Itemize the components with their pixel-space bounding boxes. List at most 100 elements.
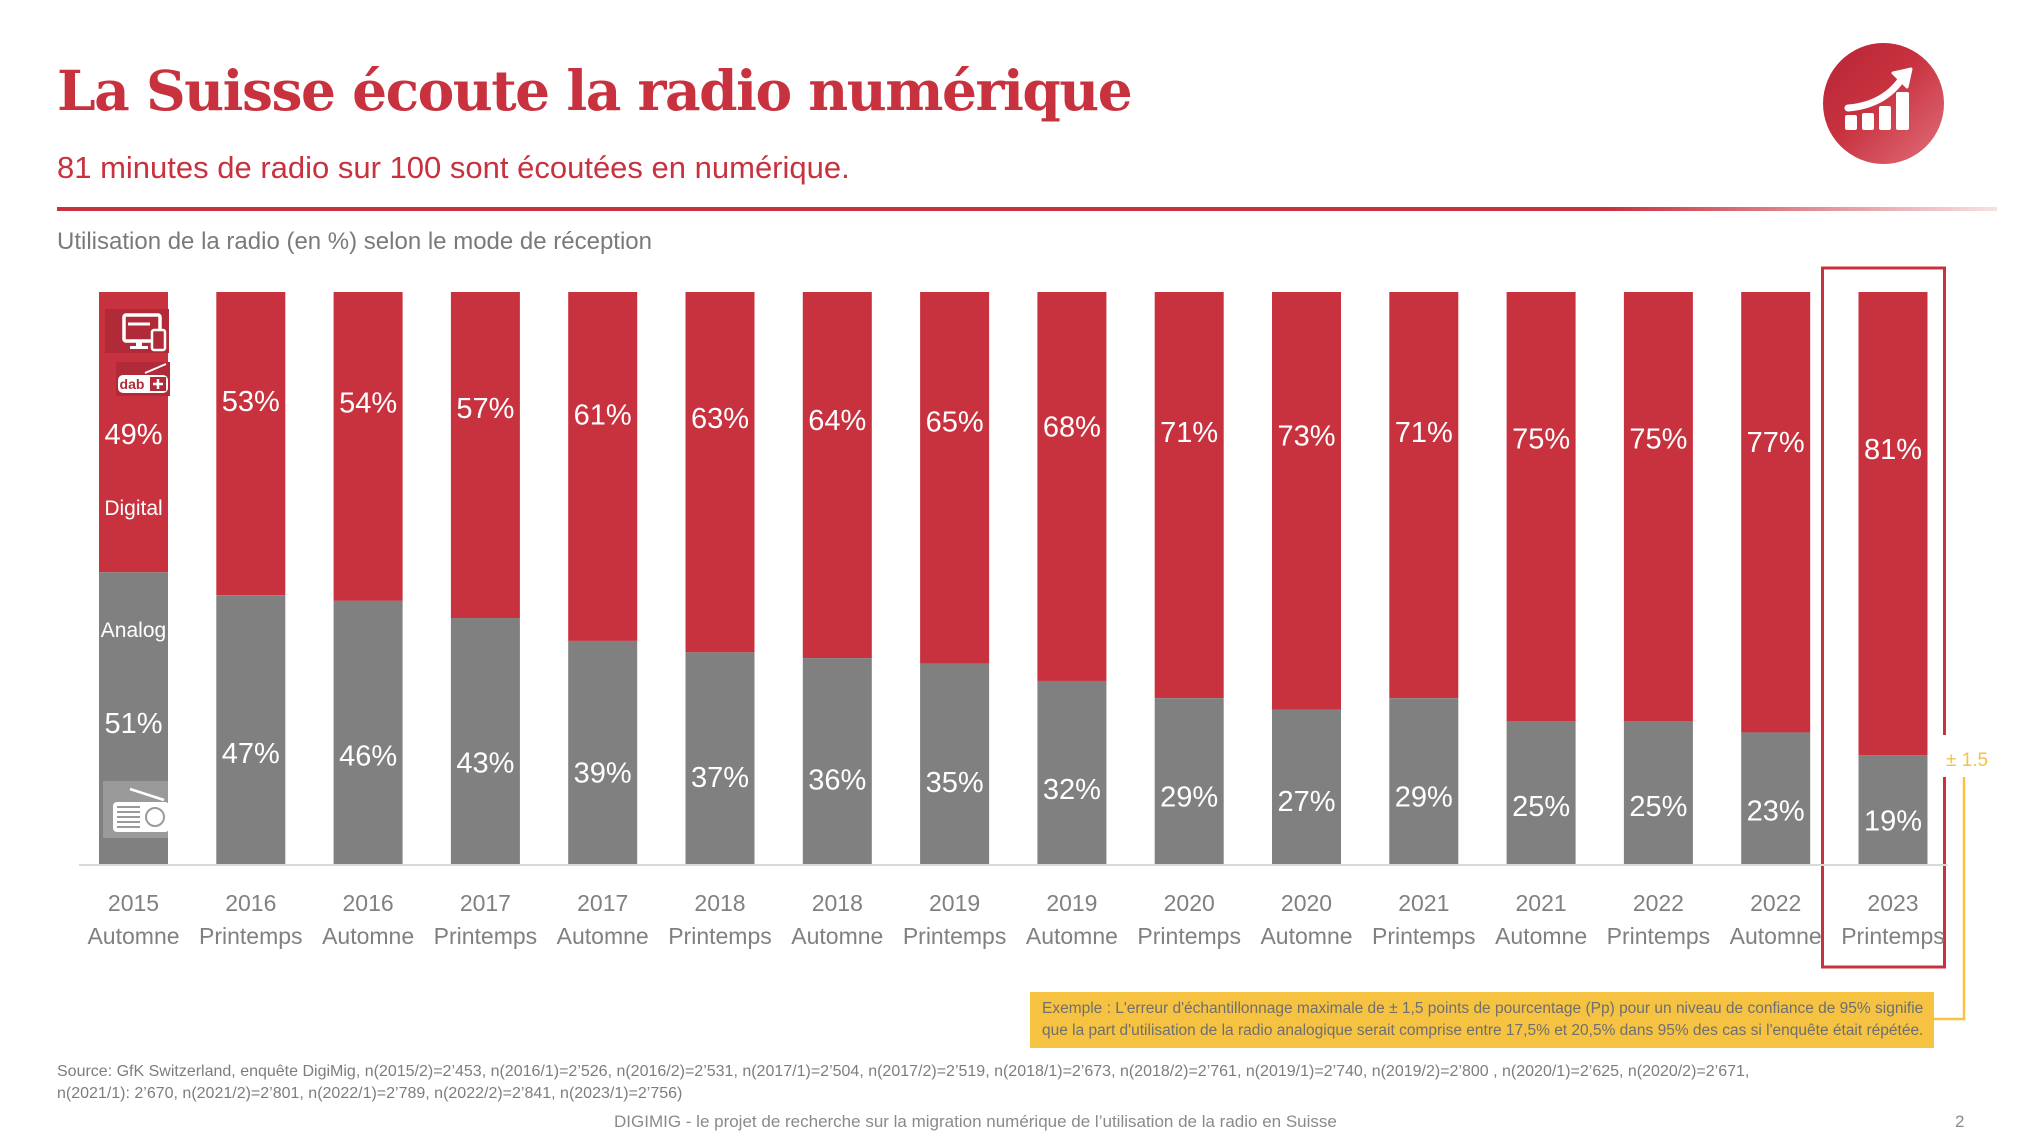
x-tick-season: Printemps: [434, 923, 538, 949]
data-label-digital: 53%: [222, 386, 280, 418]
data-label-analog: 39%: [574, 757, 632, 789]
header-divider: [57, 207, 1997, 211]
bar-digital: [1037, 292, 1107, 681]
x-tick-year: 2015: [108, 890, 159, 916]
x-tick-season: Automne: [1730, 923, 1822, 949]
bar-digital: [216, 292, 286, 596]
data-label-analog: 36%: [808, 765, 866, 797]
data-label-digital: 54%: [339, 388, 397, 420]
bar-digital: [1272, 292, 1341, 710]
data-label-analog: 46%: [339, 740, 397, 772]
data-label-analog: 19%: [1864, 805, 1922, 837]
dab-plus-radio-icon: dab: [116, 362, 170, 396]
bar-analog: [333, 600, 403, 864]
x-tick-season: Printemps: [668, 923, 772, 949]
x-tick-season: Printemps: [199, 923, 303, 949]
data-label-analog: 29%: [1160, 781, 1218, 813]
data-label-analog: 32%: [1043, 774, 1101, 806]
x-tick-season: Automne: [557, 923, 649, 949]
x-tick-year: 2018: [694, 890, 745, 916]
bar-analog: [920, 663, 990, 864]
data-label-analog: 23%: [1747, 796, 1805, 828]
bar-analog: [1623, 721, 1693, 864]
data-label-analog: 37%: [691, 762, 749, 794]
x-tick-season: Printemps: [1607, 923, 1711, 949]
bar-analog: [1506, 721, 1576, 864]
data-label-digital: 65%: [926, 407, 984, 439]
x-tick-year: 2017: [460, 890, 511, 916]
x-tick-season: Printemps: [1841, 923, 1945, 949]
error-margin-label: ± 1.5: [1946, 750, 1988, 771]
data-label-analog: 51%: [104, 708, 162, 740]
svg-text:dab: dab: [120, 376, 145, 392]
data-label-digital: 71%: [1395, 417, 1453, 449]
x-tick-year: 2018: [812, 890, 863, 916]
legend-digital-label: Digital: [104, 497, 162, 520]
x-tick-season: Automne: [791, 923, 883, 949]
page-title: La Suisse écoute la radio numérique: [57, 58, 1133, 123]
x-tick-year: 2019: [929, 890, 980, 916]
bar-analog: [1741, 732, 1811, 864]
x-tick-year: 2020: [1281, 890, 1332, 916]
data-label-analog: 43%: [456, 748, 514, 780]
data-label-analog: 25%: [1629, 791, 1687, 823]
bar-analog: [1389, 698, 1459, 864]
bar-analog: [450, 618, 520, 864]
annotation-connector: [1934, 777, 1966, 1021]
data-label-digital: 81%: [1864, 434, 1922, 466]
note-line-1: Exemple : L'erreur d'échantillonnage max…: [1042, 1000, 1924, 1017]
computer-mobile-icon: [105, 309, 169, 353]
source-line-1: Source: GfK Switzerland, enquête DigiMig…: [57, 1063, 1750, 1080]
x-tick-year: 2022: [1633, 890, 1684, 916]
footer-text: DIGIMIG - le projet de recherche sur la …: [614, 1112, 1337, 1131]
bar-analog: [568, 640, 638, 864]
x-tick-year: 2020: [1164, 890, 1215, 916]
growth-chart-icon: [1823, 43, 1944, 164]
highlight-box: [1821, 266, 1946, 969]
bar-analog: [1154, 698, 1224, 864]
x-tick-year: 2019: [1046, 890, 1097, 916]
analog-radio-icon: [103, 781, 169, 838]
data-label-digital: 73%: [1277, 420, 1335, 452]
x-tick-year: 2016: [225, 890, 276, 916]
bar-digital: [1389, 292, 1459, 699]
data-label-digital: 75%: [1629, 424, 1687, 456]
bar-analog: [1272, 709, 1341, 864]
data-label-analog: 47%: [222, 738, 280, 770]
source-line-2: n(2021/1): 2’670, n(2021/2)=2’801, n(202…: [57, 1085, 683, 1102]
bar-analog: [685, 652, 755, 864]
page-number: 2: [1955, 1112, 1965, 1131]
data-label-digital: 57%: [456, 393, 514, 425]
bar-digital: [1858, 292, 1928, 756]
data-label-digital: 64%: [808, 405, 866, 437]
bar-digital: [1741, 292, 1811, 733]
data-label-digital: 68%: [1043, 412, 1101, 444]
source-note: Source: GfK Switzerland, enquête DigiMig…: [57, 1061, 2017, 1105]
x-tick-season: Printemps: [903, 923, 1007, 949]
bar-analog: [1858, 755, 1928, 864]
data-label-analog: 35%: [926, 767, 984, 799]
bar-digital: [685, 292, 755, 653]
bar-digital: [802, 292, 872, 659]
data-label-analog: 25%: [1512, 791, 1570, 823]
x-tick-season: Printemps: [1137, 923, 1241, 949]
x-tick-season: Automne: [1026, 923, 1118, 949]
bar-digital: [1506, 292, 1576, 721]
x-tick-year: 2021: [1516, 890, 1567, 916]
bar-digital: [1154, 292, 1224, 699]
data-label-digital: 75%: [1512, 424, 1570, 456]
data-label-digital: 71%: [1160, 417, 1218, 449]
note-line-2: que la part d'utilisation de la radio an…: [1042, 1022, 1924, 1039]
x-tick-year: 2021: [1398, 890, 1449, 916]
x-tick-year: 2023: [1867, 890, 1918, 916]
bar-digital: [920, 292, 990, 664]
page-subtitle: 81 minutes de radio sur 100 sont écoutée…: [57, 150, 850, 185]
legend-analog-label: Analog: [101, 619, 166, 642]
x-tick-year: 2022: [1750, 890, 1801, 916]
bar-digital: [568, 292, 638, 641]
x-tick-season: Automne: [1495, 923, 1587, 949]
x-tick-season: Automne: [87, 923, 179, 949]
data-label-digital: 49%: [104, 419, 162, 451]
data-label-digital: 63%: [691, 403, 749, 435]
